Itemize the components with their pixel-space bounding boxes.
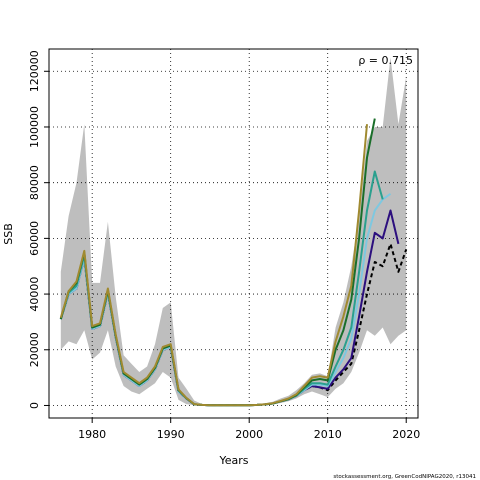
x-tick-label: 2000 bbox=[235, 428, 263, 441]
y-tick-label: 20000 bbox=[28, 332, 41, 367]
footer-credit: stockassessment.org, GreenCodNIPAG2020, … bbox=[333, 474, 476, 480]
y-tick-label: 80000 bbox=[28, 165, 41, 200]
y-tick-label: 60000 bbox=[28, 221, 41, 256]
x-axis-title: Years bbox=[218, 454, 248, 467]
y-axis: 0 20000 40000 60000 80000 100000 120000 bbox=[28, 50, 49, 409]
confidence-band bbox=[60, 57, 407, 406]
series-layer bbox=[59, 118, 408, 407]
y-tick-label: 100000 bbox=[28, 106, 41, 148]
x-axis: 1980 1990 2000 2010 2020 bbox=[78, 418, 420, 441]
series-line-6 bbox=[59, 124, 368, 407]
y-tick-label: 0 bbox=[28, 402, 41, 409]
y-tick-label: 40000 bbox=[28, 277, 41, 312]
confidence-band-layer bbox=[60, 57, 407, 406]
x-tick-label: 1980 bbox=[78, 428, 106, 441]
x-tick-label: 2020 bbox=[392, 428, 420, 441]
x-tick-label: 1990 bbox=[157, 428, 185, 441]
x-tick-label: 2010 bbox=[314, 428, 342, 441]
rho-annotation: ρ = 0.715 bbox=[358, 54, 413, 67]
plot-frame bbox=[48, 48, 419, 419]
y-tick-label: 120000 bbox=[28, 50, 41, 92]
y-axis-title: SSB bbox=[2, 223, 15, 245]
